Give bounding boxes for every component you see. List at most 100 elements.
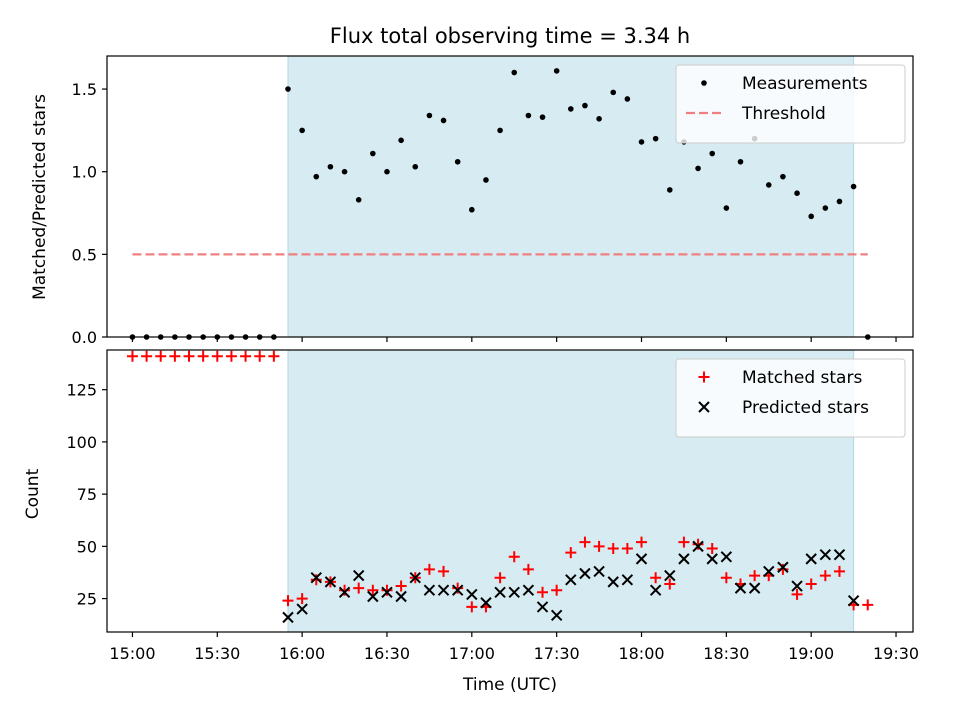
data-point [780, 173, 786, 180]
data-point [384, 168, 390, 175]
data-point [169, 350, 181, 362]
data-point [550, 609, 563, 621]
data-point [836, 198, 843, 205]
data-point [678, 553, 690, 565]
data-point [310, 571, 322, 584]
data-point [225, 350, 237, 362]
panel-2: 25 50 75 100 125 15:00 15:30 16:00 16:30 17:00 17:… [66, 349, 919, 663]
data-point [537, 586, 549, 598]
axes-frame [106, 55, 914, 338]
y-tick-label: 0.5 [72, 245, 97, 264]
data-point [833, 549, 846, 561]
data-point [791, 580, 803, 592]
series-predicted-stars [282, 540, 860, 624]
data-point [355, 197, 362, 203]
data-point [469, 206, 475, 213]
data-point [582, 102, 588, 109]
data-point [695, 165, 701, 172]
data-point [440, 117, 447, 124]
legend-label: Predicted stars [742, 398, 869, 418]
data-point [763, 565, 775, 578]
data-point [466, 601, 478, 613]
data-point [579, 567, 591, 580]
data-point [720, 551, 733, 563]
x-tick-label: 16:00 [279, 644, 325, 663]
legend-marker [698, 371, 710, 383]
data-point [777, 561, 789, 573]
data-point [211, 350, 223, 362]
data-point [282, 595, 294, 607]
legend-label: Matched stars [742, 368, 862, 388]
data-point [339, 584, 351, 596]
chart-title: Flux total observing time = 3.34 h [330, 24, 690, 48]
data-point [525, 112, 532, 119]
data-point [666, 187, 673, 193]
data-point [381, 586, 393, 599]
data-point [565, 547, 577, 559]
x-tick-label: 17:00 [449, 644, 495, 663]
data-point [412, 163, 419, 170]
y-tick-label: 1.0 [72, 163, 97, 182]
data-point [438, 565, 450, 577]
data-point [437, 584, 450, 596]
legend: Measurements Threshold [675, 64, 906, 144]
y-tick-label: 50 [77, 537, 97, 556]
data-point [862, 599, 874, 611]
data-point [285, 86, 291, 92]
data-point [452, 582, 464, 594]
data-point [466, 588, 478, 601]
data-point [720, 572, 732, 584]
data-point [748, 582, 761, 594]
data-point [624, 96, 631, 102]
data-point [451, 584, 464, 596]
data-point [847, 594, 860, 607]
y-tick-label: 0.0 [72, 328, 97, 347]
x-tick-label: 18:30 [703, 644, 749, 663]
bottom-y-axis-label: Count [23, 468, 43, 519]
data-point [635, 553, 648, 565]
legend: Matched stars Predicted stars [675, 358, 906, 438]
data-point [367, 590, 379, 603]
y-tick-label: 75 [77, 485, 97, 504]
data-point [664, 569, 676, 582]
data-point [254, 350, 266, 362]
data-point [282, 611, 294, 624]
data-point [141, 350, 153, 362]
data-point [777, 563, 789, 575]
data-point [536, 601, 549, 613]
y-tick-label: 25 [77, 590, 97, 609]
data-point [494, 572, 506, 584]
data-point [522, 584, 535, 596]
legend-marker [701, 80, 707, 86]
data-point [409, 571, 421, 584]
data-point [338, 586, 351, 599]
data-point [426, 112, 433, 119]
data-point [511, 69, 518, 76]
data-point [819, 570, 831, 582]
data-point [621, 574, 634, 586]
data-point [423, 584, 436, 596]
data-point [607, 576, 619, 588]
data-point [367, 584, 379, 596]
data-point [299, 127, 305, 134]
x-tick-label: 19:30 [873, 644, 919, 663]
data-point [551, 584, 563, 596]
data-point [494, 586, 506, 599]
data-point [497, 127, 503, 134]
data-point [553, 68, 560, 74]
data-point [341, 168, 348, 175]
data-point [197, 350, 209, 362]
x-tick-label: 18:00 [618, 644, 664, 663]
data-point [607, 542, 619, 554]
series-matched-stars [126, 350, 874, 613]
data-point [765, 182, 772, 188]
x-axis-label: Time (UTC) [462, 675, 557, 695]
data-point [539, 114, 546, 120]
y-tick-label: 1.5 [72, 80, 97, 99]
data-point [737, 158, 744, 165]
data-point [565, 574, 577, 586]
data-point [649, 584, 662, 596]
data-point [327, 163, 334, 170]
data-point [381, 584, 393, 596]
